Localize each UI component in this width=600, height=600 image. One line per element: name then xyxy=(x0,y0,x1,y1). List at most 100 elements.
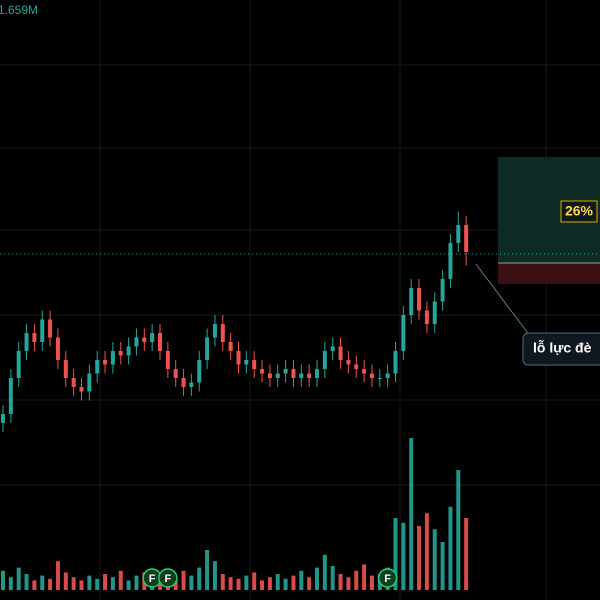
volume-bar xyxy=(79,580,84,590)
callout-text: lỗ lực đè xyxy=(533,340,592,356)
volume-bar xyxy=(456,470,461,590)
candle-body xyxy=(165,351,170,369)
volume-bar xyxy=(330,566,335,590)
candle-body xyxy=(126,346,131,356)
legend-value: 1.659M xyxy=(0,3,38,17)
volume-bar xyxy=(252,572,257,590)
candle-body xyxy=(236,351,241,365)
candle-body xyxy=(330,346,335,351)
volume-bar xyxy=(299,570,304,590)
volume-bar xyxy=(464,518,469,590)
candle-body xyxy=(205,337,210,360)
candle-body xyxy=(24,333,29,351)
volume-bar xyxy=(110,577,115,590)
candle-body xyxy=(362,369,367,374)
volume-bar xyxy=(432,529,437,590)
volume-bar xyxy=(118,570,123,590)
candle-body xyxy=(150,333,155,342)
candle-body xyxy=(16,351,21,378)
volume-bar xyxy=(401,522,406,590)
volume-bar xyxy=(173,580,178,590)
volume-bar xyxy=(354,570,359,590)
candle-body xyxy=(409,288,414,315)
volume-bar xyxy=(362,564,367,590)
candle-body xyxy=(110,351,115,365)
candle-body xyxy=(440,279,445,302)
candle-body xyxy=(189,382,194,387)
candle-body xyxy=(173,369,178,378)
volume-bar xyxy=(424,513,429,590)
event-marker xyxy=(377,568,398,588)
volume-bar xyxy=(63,572,68,590)
candle-body xyxy=(401,315,406,351)
volume-bar xyxy=(189,575,194,590)
volume-bar xyxy=(346,577,351,590)
volume-bar xyxy=(103,574,108,590)
callout-box xyxy=(522,332,600,366)
volume-bar xyxy=(267,577,272,590)
candle-body xyxy=(63,360,68,378)
candle-body xyxy=(346,360,351,365)
candle-body xyxy=(260,369,265,374)
event-label: F xyxy=(149,573,156,585)
volume-bar xyxy=(322,554,327,590)
candle-body xyxy=(456,225,461,243)
candle-body xyxy=(197,360,202,383)
candle-body xyxy=(181,378,186,387)
candle-body xyxy=(1,414,5,423)
volume-bar xyxy=(24,574,29,590)
volume-bar xyxy=(16,567,21,590)
candle-body xyxy=(291,369,296,378)
event-label: F xyxy=(164,573,171,585)
event-marker xyxy=(158,568,178,588)
candle-body xyxy=(307,373,312,378)
candle-body xyxy=(48,319,53,338)
volume-bar xyxy=(369,575,374,590)
candle-body xyxy=(354,364,359,369)
volume-bar xyxy=(409,438,414,590)
candle-body xyxy=(417,288,422,311)
volume-bar xyxy=(40,575,45,590)
volume-bar xyxy=(220,574,225,590)
candle-body xyxy=(142,337,147,342)
volume-bar xyxy=(417,526,422,590)
candle-body xyxy=(464,225,469,252)
volume-bar xyxy=(212,561,217,590)
volume-bar xyxy=(181,570,186,590)
volume-bar xyxy=(338,574,343,590)
event-label: F xyxy=(384,573,391,585)
volume-bar xyxy=(205,550,210,590)
position-label: 26% xyxy=(565,203,594,219)
volume-bar xyxy=(197,567,202,590)
volume-bar xyxy=(228,577,233,590)
candle-body xyxy=(369,373,374,378)
volume-bar xyxy=(393,518,398,590)
volume-bar xyxy=(134,575,139,590)
candle-body xyxy=(71,378,76,387)
candle-body xyxy=(55,337,60,360)
volume-bar xyxy=(32,580,37,590)
volume-bar xyxy=(283,578,288,590)
volume-bar xyxy=(48,578,53,590)
candle-body xyxy=(118,351,123,356)
candle-body xyxy=(385,373,390,378)
candle-body xyxy=(134,337,139,347)
candle-body xyxy=(377,378,382,379)
candle-body xyxy=(32,333,37,342)
candle-body xyxy=(87,373,92,392)
stop-zone xyxy=(498,263,600,284)
position-label-box xyxy=(560,200,598,223)
candle-body xyxy=(283,369,288,374)
volume-bar xyxy=(275,574,280,590)
volume-bar xyxy=(307,577,312,590)
volume-bar xyxy=(440,542,445,590)
candle-body xyxy=(158,333,162,351)
candle-body xyxy=(338,346,343,360)
callout-pointer xyxy=(475,263,531,337)
candle-body xyxy=(299,373,304,378)
volume-bar xyxy=(8,577,13,590)
candle-body xyxy=(448,243,453,279)
volume-bar xyxy=(448,506,453,590)
